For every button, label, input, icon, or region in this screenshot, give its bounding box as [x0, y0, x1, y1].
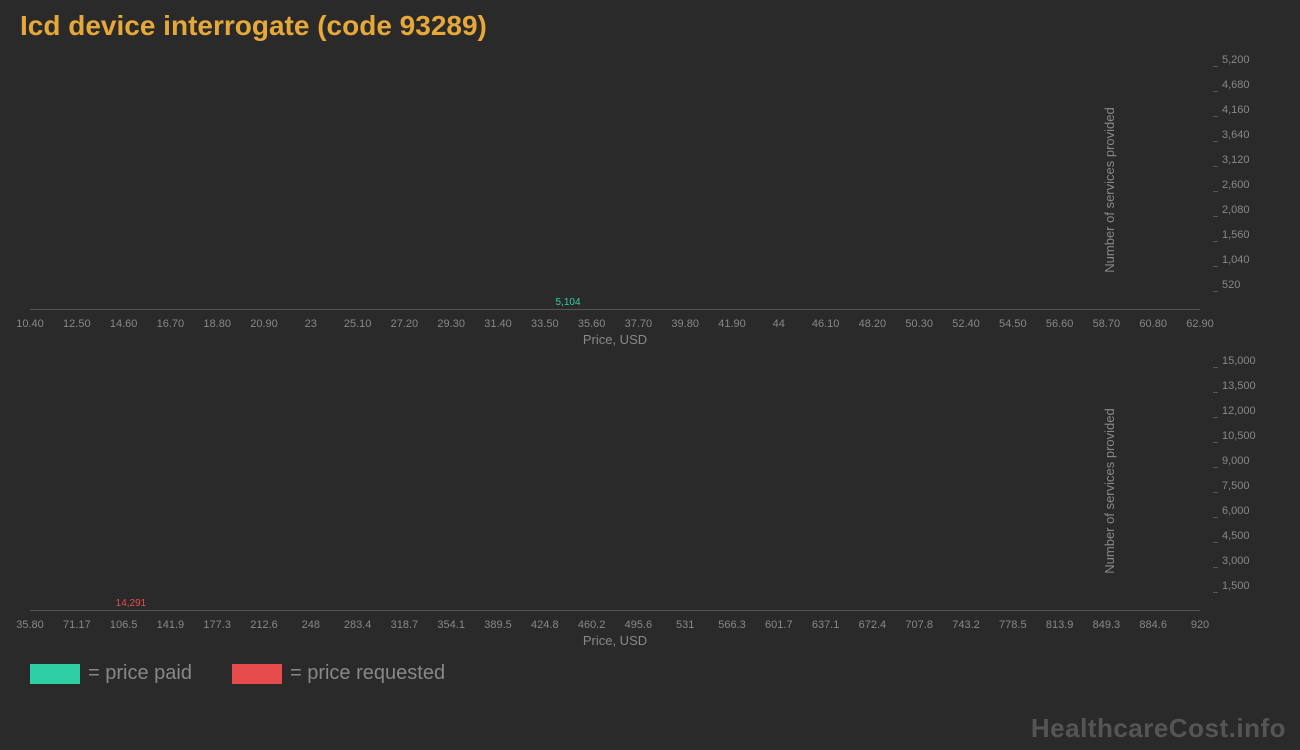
- x-tick: 637.1: [812, 619, 840, 631]
- y-tick: 2,600: [1222, 179, 1250, 191]
- chart1-baseline: [30, 309, 1200, 310]
- x-tick: 20.90: [250, 318, 278, 330]
- x-tick: 12.50: [63, 318, 91, 330]
- x-tick: 27.20: [391, 318, 419, 330]
- x-tick: 813.9: [1046, 619, 1074, 631]
- x-tick: 62.90: [1186, 318, 1214, 330]
- y-tick: 7,500: [1222, 480, 1250, 492]
- x-tick: 41.90: [718, 318, 746, 330]
- legend-label-paid: = price paid: [88, 662, 192, 685]
- x-tick: 707.8: [905, 619, 933, 631]
- x-tick: 389.5: [484, 619, 512, 631]
- x-tick: 48.20: [859, 318, 887, 330]
- x-tick: 56.60: [1046, 318, 1074, 330]
- y-tick: 1,500: [1222, 580, 1250, 592]
- y-tick: 3,640: [1222, 129, 1250, 141]
- x-tick: 29.30: [437, 318, 465, 330]
- legend-swatch-paid: [30, 664, 80, 684]
- x-tick: 283.4: [344, 619, 372, 631]
- y-tick: 1,040: [1222, 254, 1250, 266]
- x-tick: 25.10: [344, 318, 372, 330]
- x-tick: 460.2: [578, 619, 606, 631]
- x-tick: 424.8: [531, 619, 559, 631]
- y-tick: 4,680: [1222, 79, 1250, 91]
- x-tick: 35.60: [578, 318, 606, 330]
- chart2-x-label: Price, USD: [30, 633, 1200, 648]
- x-tick: 920: [1191, 619, 1209, 631]
- legend-item-requested: = price requested: [232, 662, 445, 685]
- peak-label: 14,291: [116, 598, 147, 609]
- x-tick: 177.3: [203, 619, 231, 631]
- y-tick: 12,000: [1222, 405, 1256, 417]
- x-tick: 33.50: [531, 318, 559, 330]
- x-tick: 318.7: [391, 619, 419, 631]
- x-tick: 10.40: [16, 318, 44, 330]
- x-tick: 54.50: [999, 318, 1027, 330]
- x-tick: 884.6: [1139, 619, 1167, 631]
- chart1-y-label: Number of services provided: [1102, 107, 1117, 272]
- x-tick: 16.70: [157, 318, 185, 330]
- x-tick: 14.60: [110, 318, 138, 330]
- legend-swatch-requested: [232, 664, 282, 684]
- y-tick: 6,000: [1222, 505, 1250, 517]
- y-tick: 10,500: [1222, 430, 1256, 442]
- legend: = price paid = price requested: [20, 652, 1280, 685]
- chart2-baseline: [30, 610, 1200, 611]
- x-tick: 601.7: [765, 619, 793, 631]
- y-tick: 9,000: [1222, 455, 1250, 467]
- watermark: HealthcareCost.info: [1031, 713, 1286, 744]
- y-tick: 3,000: [1222, 555, 1250, 567]
- x-tick: 354.1: [437, 619, 465, 631]
- y-tick: 5,200: [1222, 54, 1250, 66]
- chart-price-paid: 5,104 10.4012.5014.6016.7018.8020.902325…: [20, 50, 1280, 347]
- x-tick: 212.6: [250, 619, 278, 631]
- x-tick: 531: [676, 619, 694, 631]
- y-tick: 4,500: [1222, 530, 1250, 542]
- y-tick: 1,560: [1222, 229, 1250, 241]
- x-tick: 37.70: [625, 318, 653, 330]
- x-tick: 743.2: [952, 619, 980, 631]
- x-tick: 31.40: [484, 318, 512, 330]
- legend-item-paid: = price paid: [30, 662, 192, 685]
- y-tick: 3,120: [1222, 154, 1250, 166]
- x-tick: 39.80: [671, 318, 699, 330]
- x-tick: 248: [302, 619, 320, 631]
- y-tick: 4,160: [1222, 104, 1250, 116]
- x-tick: 35.80: [16, 619, 44, 631]
- x-tick: 106.5: [110, 619, 138, 631]
- x-tick: 495.6: [625, 619, 653, 631]
- page-title: Icd device interrogate (code 93289): [20, 10, 1280, 42]
- x-tick: 23: [305, 318, 317, 330]
- x-tick: 44: [773, 318, 785, 330]
- chart-price-requested: 14,291 35.8071.17106.5141.9177.3212.6248…: [20, 351, 1280, 648]
- x-tick: 672.4: [859, 619, 887, 631]
- y-tick: 13,500: [1222, 380, 1256, 392]
- x-tick: 18.80: [203, 318, 231, 330]
- x-tick: 58.70: [1093, 318, 1121, 330]
- y-tick: 520: [1222, 279, 1240, 291]
- x-tick: 566.3: [718, 619, 746, 631]
- legend-label-requested: = price requested: [290, 662, 445, 685]
- chart2-y-label: Number of services provided: [1102, 408, 1117, 573]
- y-tick: 15,000: [1222, 355, 1256, 367]
- x-tick: 71.17: [63, 619, 91, 631]
- x-tick: 778.5: [999, 619, 1027, 631]
- x-tick: 52.40: [952, 318, 980, 330]
- chart1-x-label: Price, USD: [30, 332, 1200, 347]
- x-tick: 46.10: [812, 318, 840, 330]
- x-tick: 141.9: [157, 619, 185, 631]
- x-tick: 50.30: [905, 318, 933, 330]
- y-tick: 2,080: [1222, 204, 1250, 216]
- peak-label: 5,104: [556, 297, 581, 308]
- x-tick: 849.3: [1093, 619, 1121, 631]
- x-tick: 60.80: [1139, 318, 1167, 330]
